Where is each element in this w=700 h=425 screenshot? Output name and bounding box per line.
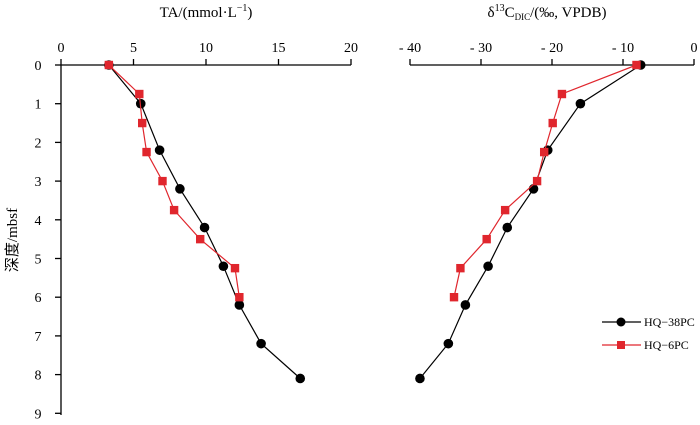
ta-x-tick-label: 0 — [58, 41, 65, 56]
y-tick-label: 8 — [35, 369, 42, 384]
d13c-x-tick-label: - 10 — [612, 41, 634, 56]
ta-point-hq6pc — [138, 118, 147, 128]
d13c-x-tick-label: - 40 — [399, 41, 421, 56]
d13c-x-tick-labels: - 40 - 30 - 20 - 10 0 — [399, 41, 698, 56]
legend-marker-hq6pc — [617, 341, 625, 349]
d13c-point-hq6pc — [532, 176, 542, 186]
d13c-x-ticks — [409, 59, 695, 65]
d13c-x-tick-label: 0 — [691, 41, 698, 56]
ta-title: TA/(mmol·L−1) — [160, 3, 253, 21]
y-tick-label: 5 — [35, 253, 42, 268]
d13c-point-hq38pc — [528, 184, 539, 194]
d13c-panel: δ13CDIC/(‰, VPDB) - 40 - 30 - 20 - 10 0 — [399, 3, 698, 384]
ta-point-hq6pc — [230, 263, 240, 273]
ta-y-tick-labels: 0 1 2 3 4 5 6 7 8 9 — [35, 59, 42, 422]
ta-series-line-hq6pc — [108, 64, 240, 298]
d13c-point-hq6pc — [548, 118, 557, 128]
ta-point-hq38pc — [256, 338, 266, 349]
y-tick-label: 2 — [35, 136, 42, 151]
d13c-point-hq6pc — [500, 205, 510, 215]
y-axis-label: 深度/mbsf — [4, 208, 21, 272]
ta-point-hq6pc — [235, 293, 244, 302]
d13c-x-tick-label: - 20 — [541, 41, 563, 56]
ta-point-hq38pc — [199, 222, 210, 233]
y-tick-label: 9 — [35, 407, 42, 422]
ta-point-hq6pc — [158, 176, 167, 186]
y-tick-label: 3 — [35, 175, 42, 190]
d13c-point-hq38pc — [502, 222, 513, 233]
d13c-series-line-hq38pc — [419, 64, 642, 379]
ta-point-hq38pc — [218, 261, 229, 272]
d13c-point-hq6pc — [482, 234, 491, 244]
d13c-point-hq38pc — [415, 373, 425, 384]
d13c-point-hq38pc — [460, 300, 471, 310]
d13c-point-hq38pc — [483, 261, 493, 272]
ta-series-line-hq38pc — [108, 64, 301, 379]
d13c-point-hq6pc — [456, 263, 465, 273]
ta-point-hq38pc — [234, 300, 245, 310]
ta-x-tick-label: 10 — [199, 41, 213, 56]
legend-item-hq38pc: HQ−38PC — [602, 315, 695, 329]
d13c-series-group — [415, 60, 646, 384]
ta-x-tick-labels: 0 5 10 15 20 — [58, 41, 359, 56]
legend-item-hq6pc: HQ−6PC — [602, 338, 689, 352]
ta-series-group — [104, 60, 306, 384]
ta-point-hq6pc — [142, 147, 151, 157]
d13c-point-hq6pc — [632, 60, 641, 70]
ta-point-hq38pc — [175, 184, 185, 194]
ta-point-hq38pc — [295, 373, 306, 384]
legend-label-hq38pc: HQ−38PC — [644, 315, 695, 329]
d13c-point-hq6pc — [449, 293, 459, 302]
ta-x-ticks — [60, 59, 352, 65]
ta-point-hq6pc — [135, 89, 144, 99]
d13c-series-line-hq6pc — [453, 64, 637, 298]
d13c-point-hq38pc — [575, 98, 586, 109]
ta-x-tick-label: 15 — [272, 41, 286, 56]
d13c-x-tick-label: - 30 — [470, 41, 492, 56]
legend-marker-hq38pc — [616, 317, 626, 327]
ta-point-hq38pc — [154, 145, 165, 155]
ta-panel: TA/(mmol·L−1) 0 5 10 15 20 0 1 2 3 4 5 6 7 8 9 深度/mbs… — [4, 3, 358, 422]
ta-point-hq6pc — [104, 60, 114, 70]
y-tick-label: 7 — [35, 330, 42, 345]
d13c-title: δ13CDIC/(‰, VPDB) — [488, 3, 607, 22]
y-tick-label: 6 — [35, 291, 42, 306]
ta-point-hq6pc — [169, 205, 179, 215]
y-tick-label: 0 — [35, 59, 42, 74]
d13c-point-hq6pc — [539, 147, 549, 157]
legend-label-hq6pc: HQ−6PC — [644, 338, 689, 352]
y-tick-label: 4 — [35, 214, 42, 229]
ta-x-tick-label: 5 — [130, 41, 137, 56]
ta-y-ticks — [55, 64, 61, 414]
d13c-point-hq38pc — [443, 338, 454, 349]
y-tick-label: 1 — [35, 98, 42, 113]
legend: HQ−38PC HQ−6PC — [602, 315, 695, 352]
ta-x-tick-label: 20 — [344, 41, 358, 56]
d13c-point-hq6pc — [557, 89, 567, 99]
ta-point-hq6pc — [196, 234, 205, 244]
